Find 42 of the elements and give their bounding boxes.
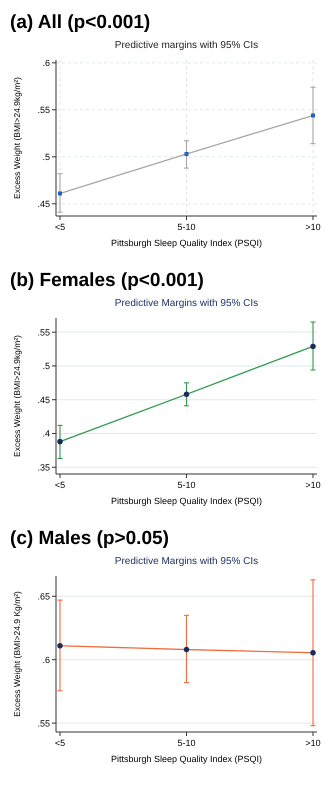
y-tick-label: .35: [37, 462, 50, 472]
x-axis-title: Pittsburgh Sleep Quality Index (PSQI): [110, 496, 262, 506]
x-tick-label: >10: [305, 480, 321, 490]
y-tick-label: .6: [42, 58, 50, 68]
x-tick-label: 5-10: [177, 738, 196, 748]
chart-title: (b) Females (p<0.001): [10, 270, 204, 291]
x-tick-label: >10: [305, 222, 321, 232]
point: [58, 191, 62, 196]
point: [57, 438, 63, 444]
y-axis-title: Excess Weight (BMI>24.9kg/m²): [12, 334, 22, 457]
y-tick-label: .55: [37, 104, 50, 115]
y-tick-label: .65: [37, 591, 50, 602]
point: [184, 392, 190, 398]
y-tick-label: .4: [42, 428, 50, 439]
point: [57, 642, 63, 649]
y-axis-title: Excess Weight (BMI>24.9kg/m²): [12, 76, 22, 199]
y-tick-label: .55: [37, 718, 50, 728]
y-axis-title: Excess Weight (BMI>24.9 Kg/m²): [12, 590, 22, 717]
x-axis-title: Pittsburgh Sleep Quality Index (PSQI): [110, 238, 262, 248]
point: [184, 646, 190, 652]
y-tick-label: .5: [42, 152, 50, 162]
x-tick-label: <5: [54, 738, 66, 748]
chart-title: (a) All (p<0.001): [10, 12, 150, 33]
x-tick-label: 5-10: [177, 480, 196, 490]
chart-subtitle: Predictive Margins with 95% CIs: [114, 298, 258, 309]
y-tick-label: .45: [37, 198, 50, 209]
point: [311, 113, 315, 118]
point: [310, 344, 316, 350]
x-tick-label: <5: [54, 222, 66, 232]
x-axis-title: Pittsburgh Sleep Quality Index (PSQI): [110, 754, 262, 764]
chart-subtitle: Predictive margins with 95% CIs: [114, 40, 258, 51]
x-tick-label: 5-10: [177, 222, 196, 232]
x-tick-label: <5: [54, 480, 66, 490]
point: [184, 152, 188, 156]
x-tick-label: >10: [305, 738, 321, 748]
chart-subtitle: Predictive Margins with 95% CIs: [114, 556, 258, 567]
y-tick-label: .6: [42, 654, 50, 665]
y-tick-label: .45: [37, 394, 50, 405]
y-tick-label: .55: [37, 327, 50, 338]
y-tick-label: .5: [42, 361, 50, 372]
point: [310, 650, 316, 656]
chart-title: (c) Males (p>0.05): [10, 528, 169, 549]
